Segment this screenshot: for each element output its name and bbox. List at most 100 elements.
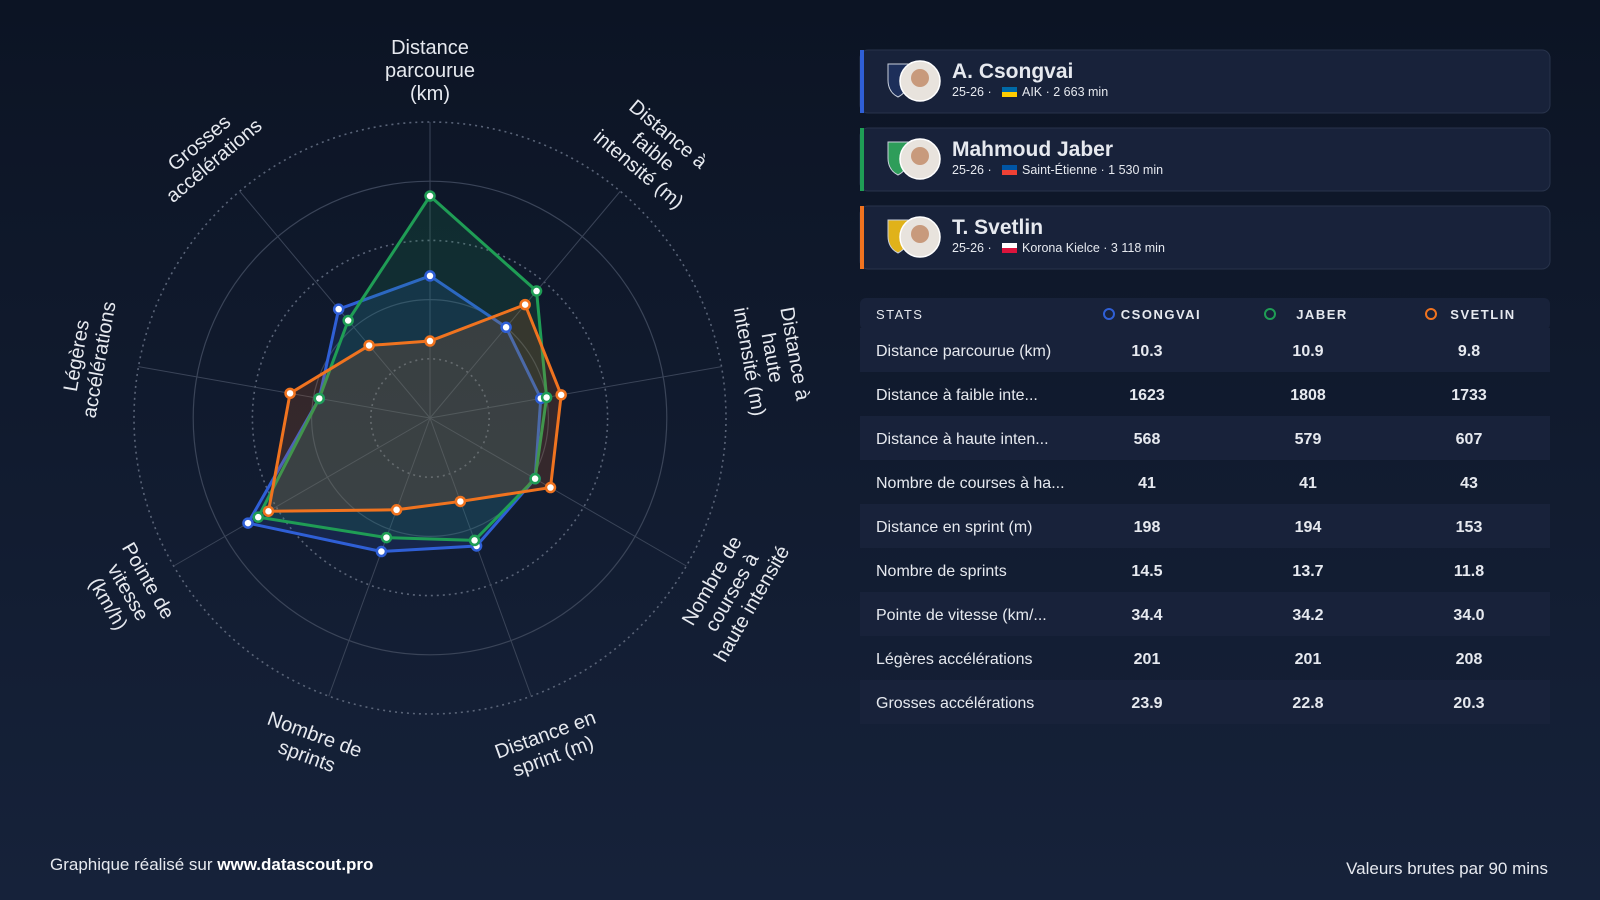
- row-value: 201: [1134, 651, 1161, 668]
- spoke: [173, 417, 431, 567]
- row-value: 568: [1134, 431, 1161, 448]
- header-dot: [1264, 308, 1276, 320]
- row-value: 20.3: [1453, 695, 1484, 712]
- row-label: Distance en sprint (m): [876, 519, 1033, 536]
- avatar-head: [911, 147, 929, 165]
- radar-point: [252, 511, 264, 523]
- spoke: [429, 417, 532, 697]
- row-value: 13.7: [1292, 563, 1323, 580]
- player-name: A. Csongvai: [952, 60, 1073, 83]
- radar-point: [375, 545, 388, 558]
- player-club: AIK · 2 663 min: [1022, 85, 1108, 99]
- flag-top: [1002, 165, 1017, 170]
- row-value: 607: [1456, 431, 1483, 448]
- row-value: 41: [1299, 475, 1317, 492]
- header-dot: [1103, 308, 1115, 320]
- flag-bottom: [1002, 92, 1017, 97]
- table-header: SVETLIN: [1450, 307, 1515, 322]
- row-value: 34.4: [1131, 607, 1162, 624]
- table-header: CSONGVAI: [1121, 307, 1201, 322]
- radar-point: [313, 392, 325, 405]
- player-season: 25-26 ·: [952, 163, 992, 177]
- spoke: [239, 190, 431, 419]
- radar-point: [540, 391, 553, 404]
- row-value: 9.8: [1458, 343, 1480, 360]
- table-header-bg: [860, 298, 1550, 330]
- grid-ring: [133, 121, 727, 715]
- radar-point: [530, 285, 543, 297]
- radar-point: [242, 517, 254, 529]
- radar-point: [454, 495, 467, 508]
- player-club: Korona Kielce · 3 118 min: [1022, 241, 1165, 255]
- spoke: [429, 366, 722, 419]
- axis-label: Distance àhauteintensité (m): [729, 298, 815, 418]
- radar-point: [332, 303, 345, 315]
- radar-point: [284, 387, 296, 400]
- grid-ring: [251, 239, 609, 597]
- player-name: T. Svetlin: [952, 216, 1043, 239]
- radar-area: [246, 274, 543, 554]
- row-value: 198: [1134, 519, 1161, 536]
- row-value: 1808: [1290, 387, 1326, 404]
- row-value: 23.9: [1131, 695, 1162, 712]
- row-bg: [860, 504, 1550, 548]
- footer-credit: Graphique réalisé sur www.datascout.pro: [50, 855, 373, 874]
- row-value: 194: [1295, 519, 1322, 536]
- player-season: 25-26 ·: [952, 85, 992, 99]
- player-accent: [860, 206, 864, 269]
- flag-top: [1002, 87, 1017, 92]
- player-club: Saint-Étienne · 1 530 min: [1022, 162, 1163, 177]
- table-header: STATS: [876, 307, 923, 322]
- row-value: 34.0: [1453, 607, 1484, 624]
- row-value: 11.8: [1454, 563, 1484, 580]
- radar-point: [363, 339, 375, 352]
- radar-point: [342, 314, 354, 327]
- flag-bottom: [1002, 170, 1017, 175]
- row-bg: [860, 328, 1550, 372]
- row-value: 1733: [1451, 387, 1487, 404]
- spoke: [429, 417, 687, 567]
- row-value: 34.2: [1292, 607, 1323, 624]
- footer-prefix: Graphique réalisé sur: [50, 855, 213, 874]
- radar-point: [519, 298, 531, 311]
- row-value: 1623: [1129, 387, 1165, 404]
- row-value: 153: [1456, 519, 1483, 536]
- player-accent: [860, 50, 864, 113]
- row-value: 14.5: [1131, 563, 1162, 580]
- row-label: Distance à haute inten...: [876, 431, 1049, 448]
- radar-point: [424, 270, 436, 282]
- row-value: 579: [1295, 431, 1322, 448]
- row-bg: [860, 680, 1550, 724]
- flag-top: [1002, 243, 1017, 248]
- axis-label: Distance parcourue (km): [385, 37, 475, 105]
- radar-area: [267, 303, 563, 513]
- radar-point: [390, 504, 403, 516]
- row-label: Distance à faible inte...: [876, 387, 1038, 404]
- radar-point: [262, 505, 275, 517]
- spoke: [138, 366, 431, 419]
- row-value: 43: [1460, 475, 1478, 492]
- player-name: Mahmoud Jaber: [952, 138, 1113, 161]
- row-value: 201: [1295, 651, 1322, 668]
- row-value: 208: [1456, 651, 1483, 668]
- row-value: 10.9: [1292, 343, 1323, 360]
- table-header: JABER: [1296, 307, 1348, 322]
- grid-ring: [369, 357, 490, 478]
- avatar-head: [911, 69, 929, 87]
- footer-link[interactable]: www.datascout.pro: [216, 855, 373, 874]
- flag-bottom: [1002, 248, 1017, 253]
- row-label: Grosses accélérations: [876, 695, 1034, 712]
- radar-point: [500, 321, 512, 334]
- row-label: Pointe de vitesse (km/...: [876, 607, 1047, 624]
- row-value: 10.3: [1131, 343, 1162, 360]
- player-accent: [860, 128, 864, 191]
- spoke: [328, 417, 431, 697]
- player-season: 25-26 ·: [952, 241, 992, 255]
- row-bg: [860, 592, 1550, 636]
- radar-point: [424, 335, 436, 347]
- row-value: 22.8: [1292, 695, 1323, 712]
- radar-point: [424, 190, 436, 202]
- row-bg: [860, 416, 1550, 460]
- row-label: Distance parcourue (km): [876, 343, 1051, 360]
